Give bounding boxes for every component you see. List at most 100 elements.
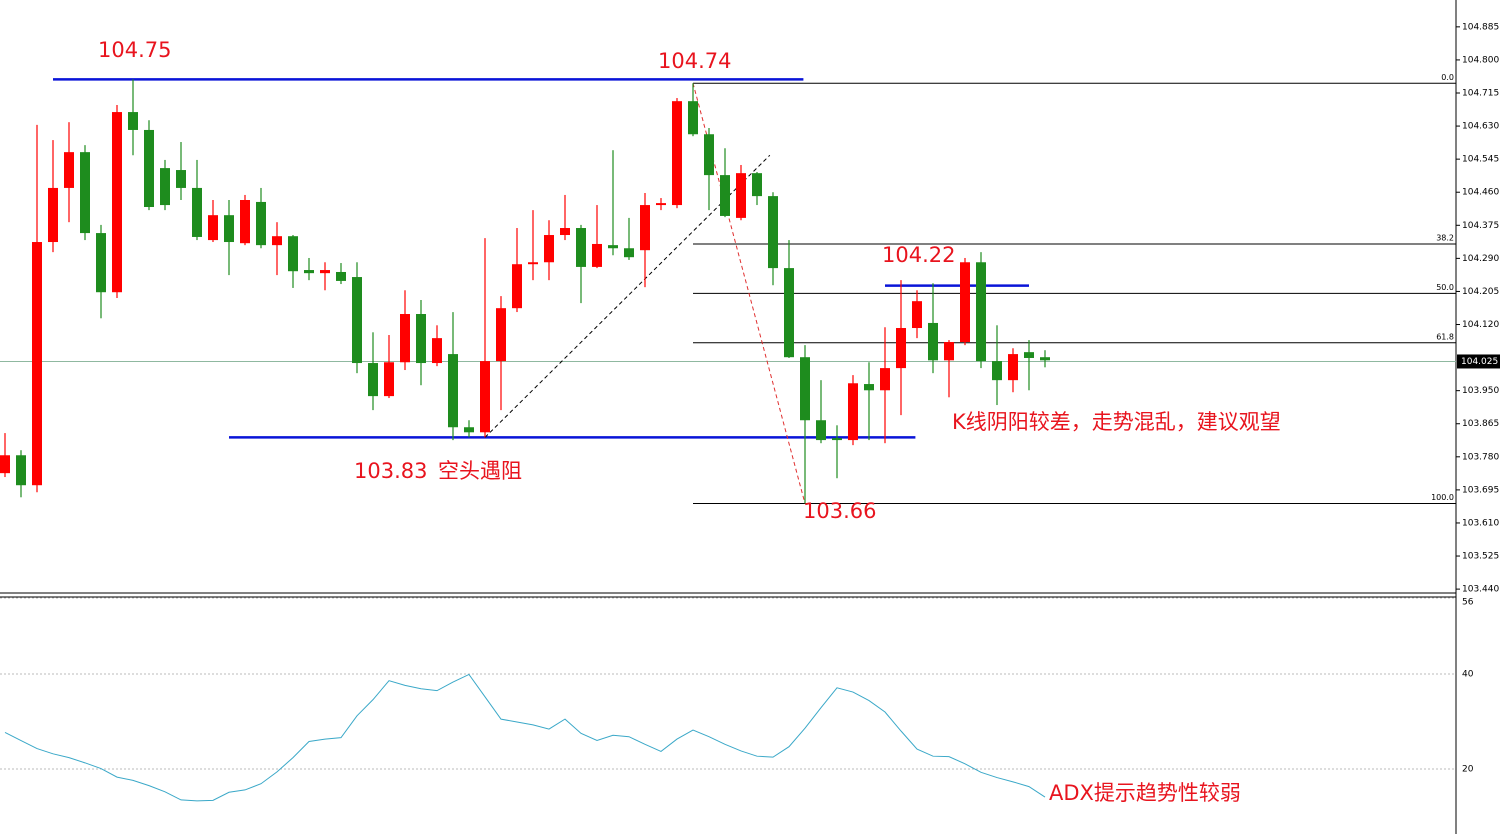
candle-body [896,328,906,369]
candle-body [912,301,922,329]
fib-label: 50.0 [1436,283,1454,292]
annotation: ADX提示趋势性较弱 [1049,781,1241,805]
candle-body [32,242,42,486]
candle-body [880,368,890,391]
candle-body [640,205,650,251]
candle-body [176,170,186,188]
candle-body [192,187,202,237]
adx-line [4,673,1046,802]
annotation: K线阴阳较差，走势混乱，建议观望 [952,410,1281,434]
y-tick-label: 104.800 [1462,55,1499,65]
y-tick-label: 104.120 [1462,320,1499,330]
y-tick-label: 104.205 [1462,287,1499,297]
candle-body [624,248,634,258]
candle-body [720,175,730,216]
candle-body [80,152,90,234]
candle-body [512,264,522,309]
candle-body [208,215,218,241]
candle-body [240,200,250,244]
y-tick-label: 104.885 [1462,22,1499,32]
candle-body [96,233,106,293]
candle-body [336,271,346,281]
candle-body [832,438,842,441]
last-price-label: 104.025 [1461,357,1498,367]
candle-body [272,236,282,246]
annotation: 103.83 [354,459,427,483]
candle-body [144,129,154,208]
candle-body [752,173,762,197]
candle-body [0,455,10,474]
candle-body [976,262,986,362]
candle-body [304,270,314,274]
y-tick-label: 104.715 [1462,88,1499,98]
candle-body [800,357,810,421]
candle-body [496,308,506,362]
candle-body [128,112,138,130]
annotation: 空头遇阻 [438,459,522,483]
y-tick-label: 20 [1462,765,1474,775]
fib-label: 100.0 [1431,493,1454,502]
candle-body [224,215,234,243]
candle-body [400,314,410,363]
candle-body [448,354,458,428]
candle-body [608,245,618,249]
candle-body [112,112,122,293]
candle-body [848,383,858,441]
y-tick-label: 104.290 [1462,254,1499,264]
y-tick-label: 103.865 [1462,419,1499,429]
fib-label: 0.0 [1441,73,1454,82]
annotation: 103.66 [803,499,876,523]
y-tick-label: 104.460 [1462,188,1499,198]
candle-body [48,187,58,243]
candle-body [16,455,26,486]
candle-body [480,361,490,433]
last-price-box [1457,354,1500,369]
y-tick-label: 103.525 [1462,552,1499,562]
candle-body [1040,357,1050,361]
candle-body [784,268,794,358]
candle-body [64,152,74,188]
candle-body [1008,354,1018,381]
annotation: 104.74 [658,49,731,73]
candle-body [368,363,378,397]
candle-body [816,420,826,441]
y-tick-label: 103.610 [1462,518,1499,528]
candle-body [992,361,1002,381]
trendline [484,154,771,438]
candle-body [352,277,362,364]
y-tick-label: 103.695 [1462,485,1499,495]
candle-body [256,201,266,246]
candle-body [928,322,938,361]
candle-body [384,362,394,397]
annotation: 104.22 [882,243,955,267]
fib-label: 38.2 [1436,233,1454,242]
candle-body [544,235,554,263]
candle-body [432,338,442,364]
fib-label: 61.8 [1436,332,1454,341]
candle-body [528,262,538,265]
y-tick-label: 104.375 [1462,221,1499,231]
y-tick-label: 40 [1462,670,1474,680]
y-tick-label: 103.440 [1462,585,1499,595]
candle-body [704,134,714,176]
candle-body [656,203,666,206]
candle-body [1024,352,1034,358]
candle-body [288,236,298,272]
candle-body [736,173,746,218]
candle-body [768,196,778,269]
candle-body [688,101,698,135]
candle-body [672,101,682,206]
candle-body [944,342,954,361]
y-tick-label: 103.780 [1462,452,1499,462]
candle-body [416,314,426,364]
candle-body [464,427,474,433]
y-tick-label: 104.545 [1462,155,1499,165]
y-tick-label: 104.630 [1462,122,1499,132]
candle-body [160,168,170,206]
candle-body [576,228,586,267]
y-tick-label: 103.950 [1462,386,1499,396]
candle-body [592,243,602,267]
candle-body [864,384,874,391]
